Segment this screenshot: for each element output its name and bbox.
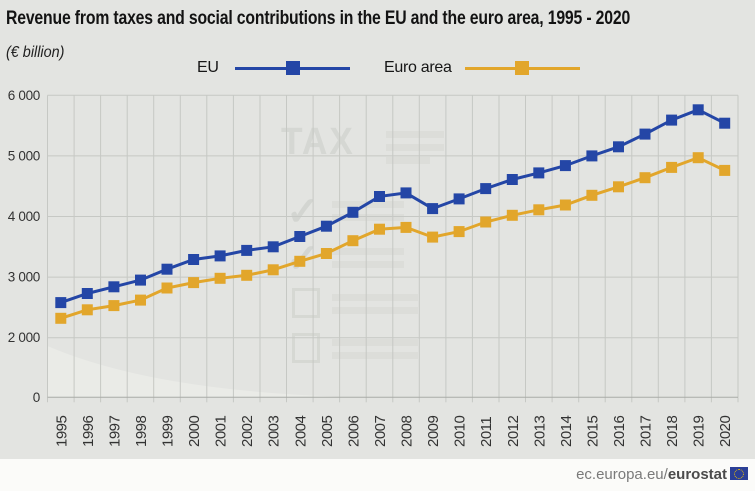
watermark-checkbox-icon	[292, 288, 320, 318]
svg-text:2002: 2002	[239, 415, 256, 447]
svg-text:0: 0	[33, 390, 40, 405]
svg-text:2000: 2000	[186, 415, 203, 447]
svg-text:2001: 2001	[213, 415, 230, 447]
watermark-bar	[332, 294, 418, 301]
legend-marker-eu	[286, 61, 300, 75]
svg-text:2017: 2017	[638, 415, 655, 447]
svg-text:1996: 1996	[80, 415, 97, 447]
svg-text:2015: 2015	[584, 415, 601, 447]
svg-text:2010: 2010	[452, 415, 469, 447]
svg-text:2005: 2005	[319, 415, 336, 447]
svg-text:2004: 2004	[292, 415, 309, 447]
watermark-bar	[332, 352, 418, 359]
legend-label-eu: EU	[197, 59, 219, 76]
svg-text:1995: 1995	[53, 415, 70, 447]
svg-text:1998: 1998	[133, 415, 150, 447]
svg-text:2011: 2011	[478, 417, 495, 447]
watermark-bar	[332, 214, 404, 221]
chart-subtitle: (€ billion)	[6, 44, 65, 61]
svg-text:5 000: 5 000	[8, 148, 40, 163]
y-tick-labels: 6 000 5 000 4 000 3 000 2 000 0	[8, 88, 41, 405]
gridlines-horizontal	[47, 94, 738, 339]
x-tick-labels: 1995 1996 1997 1998 1999 2000 2001 2002 2003 2004…	[53, 415, 734, 447]
svg-text:2020: 2020	[717, 415, 734, 447]
svg-text:3 000: 3 000	[8, 270, 40, 285]
chart-title: Revenue from taxes and social contributi…	[6, 8, 631, 29]
eu-flag-icon	[730, 467, 748, 480]
svg-text:2012: 2012	[505, 415, 522, 447]
watermark-check-icon: ✓	[286, 190, 320, 234]
watermark-bar	[332, 307, 418, 314]
footer-brand: eurostat	[667, 466, 727, 483]
watermark-bar	[386, 144, 444, 151]
series-markers-eu	[55, 104, 731, 309]
footer-url-prefix: ec.europa.eu/	[576, 466, 668, 483]
svg-text:6 000: 6 000	[8, 88, 40, 103]
svg-text:2006: 2006	[345, 415, 362, 447]
svg-text:2008: 2008	[399, 415, 416, 447]
watermark-bar	[332, 339, 418, 346]
series-markers-euro-area	[55, 152, 731, 324]
watermark-bar	[332, 261, 404, 268]
gridlines-vertical	[47, 95, 739, 403]
svg-text:1999: 1999	[160, 415, 177, 447]
svg-text:2003: 2003	[266, 415, 283, 447]
watermark-bar	[386, 131, 444, 138]
svg-text:2016: 2016	[611, 415, 628, 447]
footer-band	[0, 459, 755, 491]
svg-text:2013: 2013	[531, 415, 548, 447]
watermark-bar	[386, 157, 430, 164]
svg-text:2014: 2014	[558, 415, 575, 447]
watermark-bar	[332, 248, 404, 255]
legend-marker-euro-area	[515, 61, 529, 75]
svg-text:4 000: 4 000	[8, 209, 40, 224]
svg-text:2 000: 2 000	[8, 330, 40, 345]
svg-text:2019: 2019	[691, 415, 708, 447]
watermark-checkbox-icon	[292, 333, 320, 363]
watermark-swoosh	[47, 346, 336, 397]
svg-text:2007: 2007	[372, 415, 389, 447]
legend-label-euro-area: Euro area	[384, 59, 452, 76]
footer-url: ec.europa.eu/eurostat	[576, 466, 727, 483]
svg-text:2018: 2018	[664, 415, 681, 447]
svg-text:1997: 1997	[106, 415, 123, 447]
svg-text:2009: 2009	[425, 415, 442, 447]
